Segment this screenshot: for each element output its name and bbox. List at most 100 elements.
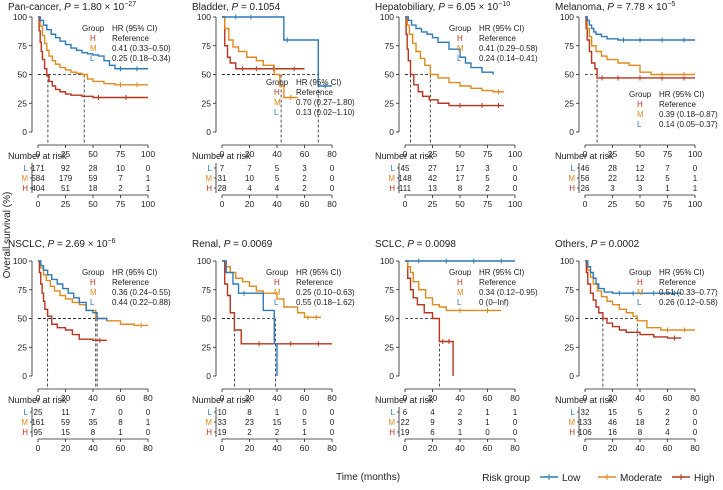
- hr-legend-group: H: [274, 88, 280, 97]
- y-tick-label: 50: [385, 70, 395, 80]
- x-tick-label: 40: [272, 149, 282, 159]
- risk-cell: 0: [146, 428, 151, 437]
- x-tick-label: 20: [428, 393, 438, 403]
- p-exponent: −10: [498, 1, 510, 8]
- x-tick-label: 40: [635, 393, 645, 403]
- x-tick-label: 100: [141, 149, 155, 159]
- panel-title-name: Pan-cancer,: [8, 2, 64, 13]
- risk-cell: 7: [665, 164, 670, 173]
- risk-cell: 2: [247, 428, 252, 437]
- risk-table-x-tick-label: 0: [36, 199, 41, 209]
- hr-legend-group: M: [457, 44, 464, 53]
- risk-cell: 16: [608, 428, 617, 437]
- x-tick-label: 0: [36, 393, 41, 403]
- risk-cell: 179: [59, 174, 73, 183]
- hr-legend-value: Reference: [659, 100, 696, 109]
- risk-cell: 15: [273, 418, 282, 427]
- risk-cell: 2: [485, 184, 490, 193]
- km-panel-hepatobiliary: Hepatobiliary, P = 6.05 × 10−10025507510…: [375, 1, 538, 209]
- risk-cell: 19: [401, 428, 410, 437]
- risk-cell: 1: [146, 174, 151, 183]
- survival-curve-M: [38, 16, 148, 86]
- survival-curve-M: [585, 16, 695, 76]
- panel-title: Others, P = 0.0002: [555, 239, 640, 250]
- risk-table-x-tick-label: 0: [583, 199, 588, 209]
- y-axis-label: Overall survival (%): [2, 192, 13, 279]
- hr-legend-group: H: [90, 34, 96, 43]
- risk-cell: 2: [665, 418, 670, 427]
- hr-legend-header-group: Group: [449, 24, 472, 33]
- risk-table-x-tick-label: 50: [88, 199, 98, 209]
- risk-cell: 1: [693, 174, 698, 183]
- y-tick-label: 50: [202, 70, 212, 80]
- y-tick-label: 100: [197, 12, 211, 22]
- risk-cell: 3: [610, 184, 615, 193]
- risk-cell: 8: [91, 428, 96, 437]
- p-label: P: [231, 2, 238, 13]
- risk-row-group: M: [388, 418, 395, 427]
- x-tick-label: 80: [143, 393, 153, 403]
- hr-legend-group: M: [274, 98, 281, 107]
- risk-row-group: H: [569, 184, 575, 193]
- x-tick-label: 25: [61, 149, 71, 159]
- risk-cell: 5: [665, 174, 670, 183]
- y-tick-label: 100: [560, 256, 574, 266]
- risk-table-x-tick-label: 50: [635, 199, 645, 209]
- hr-legend-group: H: [274, 278, 280, 287]
- panel-title-name: Bladder,: [192, 2, 231, 13]
- number-at-risk-label: Number at risk: [192, 395, 251, 405]
- hr-legend-value: 0.51 (0.33–0.77): [659, 288, 718, 297]
- survival-curve-M: [405, 260, 502, 312]
- risk-cell: 95: [34, 428, 43, 437]
- risk-table-x-tick-label: 80: [143, 443, 153, 453]
- hr-legend-value: 0.55 (0.18–1.62): [296, 298, 355, 307]
- panel-title-name: Hepatobiliary,: [375, 2, 438, 13]
- hr-legend-group: H: [637, 278, 643, 287]
- risk-table-x-tick-label: 0: [36, 443, 41, 453]
- p-label: P: [591, 239, 598, 250]
- risk-cell: 1: [485, 418, 490, 427]
- risk-cell: 51: [61, 184, 70, 193]
- hr-legend-group: L: [274, 108, 279, 117]
- risk-cell: 0: [330, 428, 335, 437]
- risk-cell: 28: [608, 164, 617, 173]
- risk-row-group: L: [208, 164, 213, 173]
- survival-curve-H: [222, 260, 332, 345]
- risk-cell: 25: [34, 408, 43, 417]
- p-value: = 0.1054: [238, 2, 280, 13]
- y-tick-label: 100: [197, 256, 211, 266]
- survival-curve-L: [38, 260, 108, 321]
- y-tick-label: 75: [565, 285, 575, 295]
- panel-title-name: Others,: [555, 239, 591, 250]
- hr-legend-group: M: [637, 288, 644, 297]
- survival-curve-H: [405, 16, 504, 107]
- risk-table-x-tick-label: 25: [608, 199, 618, 209]
- risk-cell: 8: [247, 408, 252, 417]
- risk-table-x-tick-label: 0: [220, 443, 225, 453]
- risk-cell: 111: [399, 184, 412, 193]
- risk-row-group: H: [389, 184, 395, 193]
- hr-legend-group: M: [90, 288, 97, 297]
- hr-legend-value: 0.70 (0.27–1.80): [296, 98, 355, 107]
- x-tick-label: 0: [403, 393, 408, 403]
- risk-table-x-tick-label: 60: [300, 443, 310, 453]
- x-tick-label: 20: [245, 393, 255, 403]
- risk-table-x-tick-label: 100: [688, 199, 702, 209]
- panel-title: SCLC, P = 0.0098: [375, 239, 456, 250]
- risk-cell: 0: [330, 164, 335, 173]
- y-tick-label: 100: [560, 12, 574, 22]
- risk-cell: 59: [89, 174, 98, 183]
- risk-cell: 161: [31, 418, 45, 427]
- p-value: = 7.78 × 10: [614, 2, 668, 13]
- risk-row-group: M: [568, 174, 575, 183]
- x-tick-label: 50: [635, 149, 645, 159]
- risk-cell: 22: [401, 418, 410, 427]
- risk-row-group: M: [21, 418, 28, 427]
- risk-cell: 17: [456, 164, 465, 173]
- risk-cell: 28: [89, 164, 98, 173]
- risk-cell: 59: [61, 418, 70, 427]
- risk-cell: 12: [636, 174, 645, 183]
